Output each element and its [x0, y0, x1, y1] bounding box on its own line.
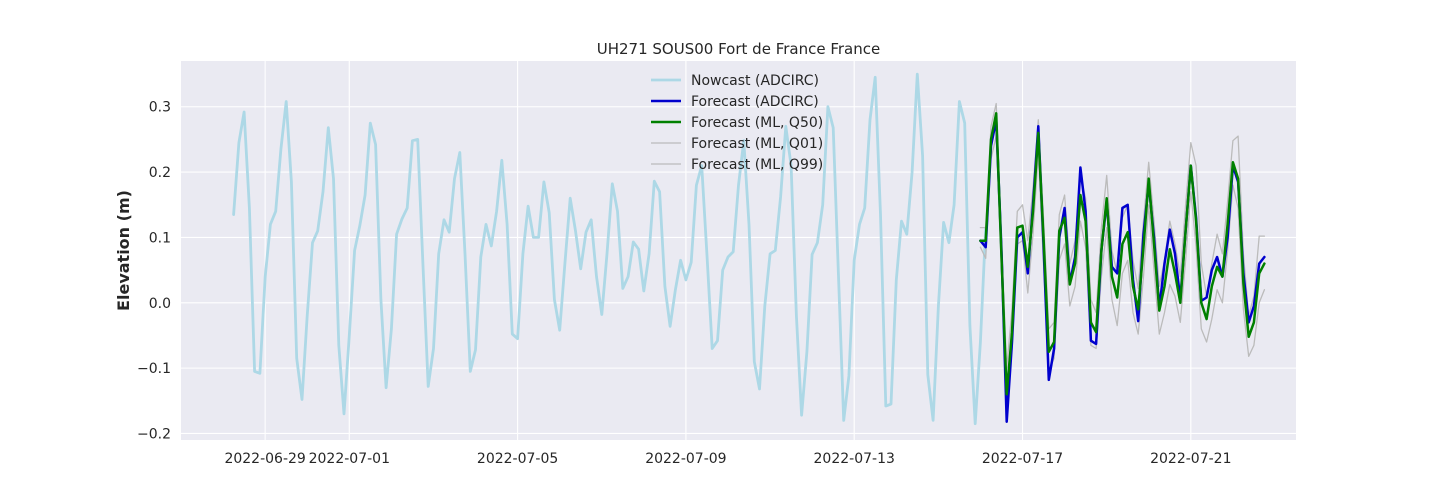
series-line-nowcast: [232, 72, 988, 426]
y-axis-label: Elevation (m): [114, 190, 133, 311]
series-group: [232, 72, 1266, 426]
y-tick-label: −0.2: [137, 426, 171, 442]
series-line-forecast-ml-q50: [979, 112, 1266, 396]
x-tick-label: 2022-07-17: [982, 451, 1063, 467]
legend: Nowcast (ADCIRC) Forecast (ADCIRC) Forecas…: [651, 73, 823, 173]
axis-ticks: 2022-06-29 2022-07-01 2022-07-05 2022-07-09…: [137, 100, 1231, 467]
series-line-forecast-ml-q01: [979, 135, 1266, 408]
y-tick-label: 0.1: [149, 230, 171, 246]
legend-label-forecast-adcirc: Forecast (ADCIRC): [691, 94, 819, 110]
legend-label-forecast-ml-q50: Forecast (ML, Q50): [691, 115, 823, 131]
series-line-forecast-adcirc: [979, 118, 1266, 423]
x-tick-label: 2022-07-01: [309, 451, 390, 467]
x-tick-label: 2022-07-13: [814, 451, 895, 467]
x-tick-label: 2022-07-05: [477, 451, 558, 467]
x-tick-label: 2022-07-21: [1150, 451, 1231, 467]
legend-label-forecast-ml-q99: Forecast (ML, Q99): [691, 157, 823, 173]
y-tick-label: 0.2: [149, 165, 171, 181]
legend-label-nowcast: Nowcast (ADCIRC): [691, 73, 819, 89]
legend-label-forecast-ml-q01: Forecast (ML, Q01): [691, 136, 823, 152]
x-tick-label: 2022-07-09: [645, 451, 726, 467]
chart-title: UH271 SOUS00 Fort de France France: [597, 40, 880, 58]
y-tick-label: −0.1: [137, 361, 171, 377]
y-tick-label: 0.3: [149, 100, 171, 116]
y-tick-label: 0.0: [149, 296, 171, 312]
x-tick-label: 2022-06-29: [224, 451, 305, 467]
